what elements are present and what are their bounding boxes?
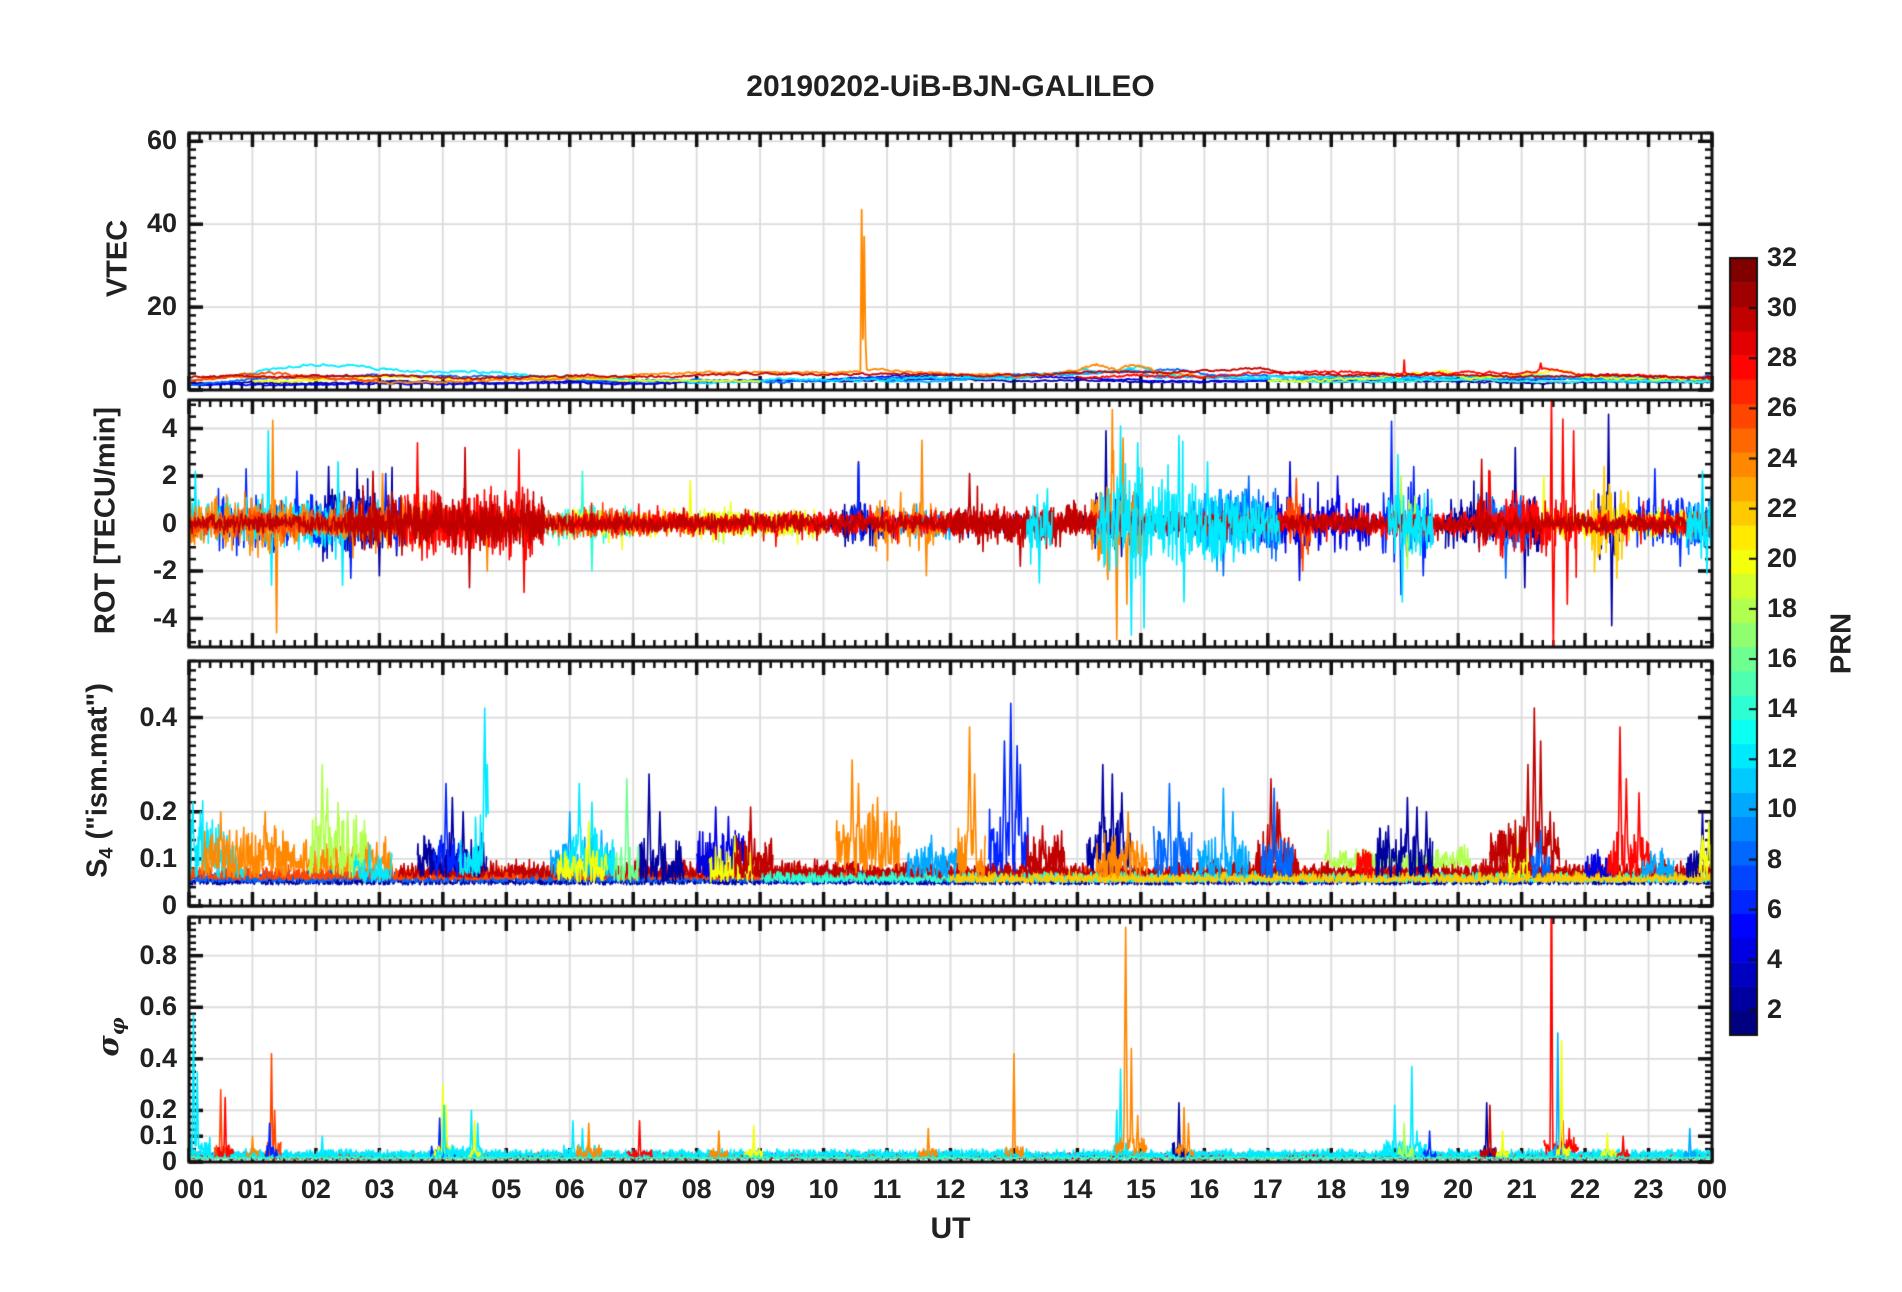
x-tick-label: 14	[1062, 1174, 1093, 1204]
y-tick-label: -2	[152, 555, 177, 585]
y-tick-label: -4	[152, 602, 177, 633]
chart-title: 20190202-UiB-BJN-GALILEO	[746, 70, 1155, 103]
x-tick-label: 02	[300, 1174, 331, 1204]
x-tick-label: 13	[998, 1174, 1029, 1204]
colorbar-tick-label: 18	[1767, 592, 1798, 623]
colorbar-tick-label: 22	[1767, 492, 1798, 523]
x-tick-label: 06	[554, 1174, 585, 1204]
x-tick-label: 17	[1252, 1174, 1283, 1204]
x-tick-label: 10	[808, 1174, 839, 1204]
x-tick-label: 16	[1189, 1174, 1220, 1204]
y-tick-label: 4	[161, 412, 177, 443]
y-tick-label: 0.1	[139, 1120, 177, 1151]
x-tick-label: 11	[872, 1174, 902, 1204]
x-tick-label: 15	[1125, 1174, 1156, 1204]
y-tick-label: 0.2	[139, 795, 177, 826]
x-tick-label: 04	[427, 1174, 458, 1204]
x-tick-label: 00	[1696, 1174, 1728, 1204]
y-tick-label: 0.8	[139, 939, 177, 970]
x-tick-label: 09	[745, 1174, 776, 1204]
colorbar-tick-label: 16	[1767, 643, 1798, 674]
x-tick-label: 21	[1506, 1174, 1537, 1204]
x-tick-label: 07	[618, 1174, 649, 1204]
y-tick-label: 40	[146, 208, 177, 239]
x-tick-label: 23	[1633, 1174, 1664, 1204]
x-tick-label: 19	[1379, 1174, 1410, 1204]
x-tick-label: 08	[681, 1174, 712, 1204]
colorbar-tick-label: 6	[1767, 893, 1783, 924]
colorbar-tick-label: 20	[1767, 542, 1798, 573]
x-tick-label: 18	[1316, 1174, 1347, 1204]
y-tick-label: 0	[161, 374, 177, 404]
colorbar-tick-label: 30	[1767, 292, 1798, 323]
colorbar-tick-label: 4	[1767, 943, 1783, 974]
x-tick-label: 12	[935, 1174, 966, 1204]
y-tick-label: 2	[161, 460, 177, 490]
y-tick-label: 0.2	[139, 1094, 177, 1125]
colorbar-tick-label: 8	[1767, 843, 1783, 874]
y-tick-label: 0	[161, 890, 177, 920]
x-tick-label: 20	[1443, 1174, 1474, 1204]
x-tick-label: 01	[237, 1174, 268, 1204]
y-tick-label: 0.1	[139, 842, 177, 873]
y-tick-label: 0	[161, 507, 177, 538]
y-tick-label: 0.4	[139, 701, 177, 732]
x-tick-label: 22	[1570, 1174, 1601, 1204]
colorbar-tick-label: 10	[1767, 793, 1798, 824]
y-axis-title-sigma_phi: σφ	[91, 1016, 129, 1057]
x-axis-title: UT	[930, 1212, 971, 1245]
colorbar-tick-label: 2	[1767, 993, 1783, 1024]
y-tick-label: 0.6	[139, 991, 177, 1022]
y-tick-label: 0.4	[139, 1042, 177, 1073]
colorbar-tick-label: 12	[1767, 743, 1798, 774]
x-tick-label: 03	[364, 1174, 395, 1204]
colorbar-tick-label: 32	[1767, 242, 1798, 272]
y-tick-label: 0	[161, 1146, 177, 1176]
colorbar-title: PRN	[1825, 612, 1858, 674]
colorbar-tick-label: 28	[1767, 342, 1798, 373]
colorbar-tick-label: 26	[1767, 392, 1798, 423]
colorbar-tick-label: 24	[1767, 442, 1798, 473]
x-tick-label: 00	[173, 1174, 205, 1204]
y-tick-label: 20	[146, 291, 177, 322]
x-tick-label: 05	[491, 1174, 522, 1204]
colorbar-tick-label: 14	[1767, 693, 1798, 724]
y-tick-label: 60	[146, 125, 177, 156]
